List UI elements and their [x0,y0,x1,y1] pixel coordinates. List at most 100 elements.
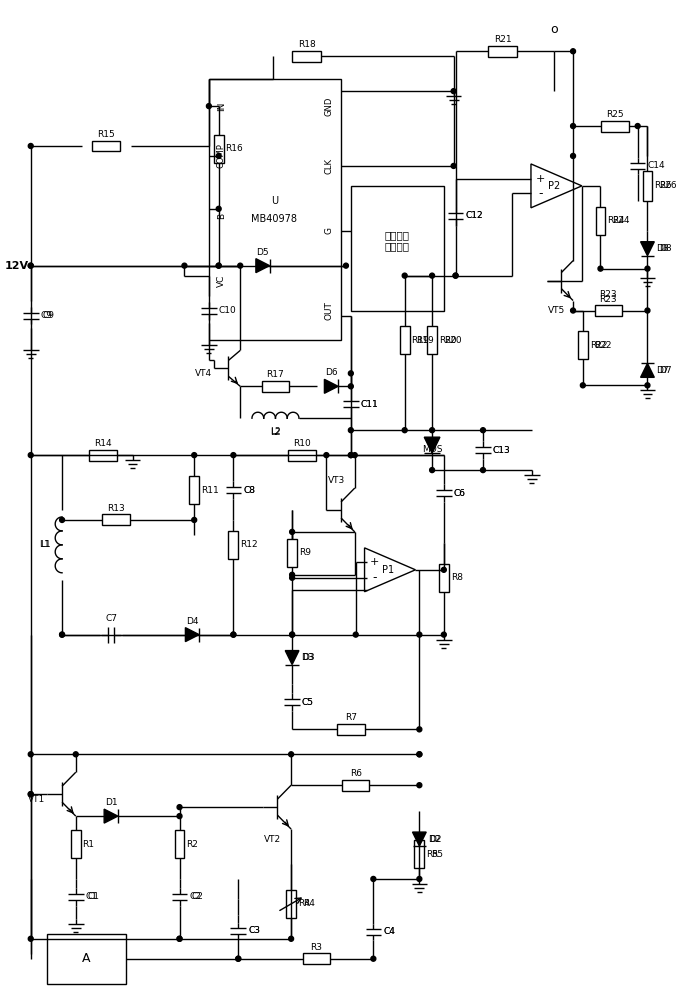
Circle shape [352,453,357,458]
Text: R24: R24 [612,216,630,225]
Text: R25: R25 [606,110,624,119]
Text: R23: R23 [599,290,617,299]
Text: R26: R26 [654,181,672,190]
Circle shape [290,575,294,580]
Bar [488,46,517,57]
Circle shape [480,428,486,433]
Polygon shape [641,363,654,377]
Text: R10: R10 [293,439,311,448]
Bar [292,51,321,62]
Polygon shape [286,651,299,665]
Text: D3: D3 [301,653,314,662]
Text: R6: R6 [350,769,362,778]
Circle shape [451,89,456,94]
Text: L2: L2 [270,427,281,436]
Circle shape [371,956,376,961]
Circle shape [417,752,422,757]
Text: -: - [372,571,376,584]
Text: R2: R2 [186,840,198,849]
Polygon shape [325,379,338,393]
Bar [175,830,184,858]
Circle shape [60,632,65,637]
Bar [287,539,297,567]
Text: C2: C2 [189,892,201,901]
Text: C9: C9 [41,311,52,320]
Circle shape [236,956,241,961]
Text: C12: C12 [465,211,483,220]
Text: C3: C3 [248,926,260,935]
Circle shape [417,727,422,732]
Text: R9: R9 [299,548,311,557]
Text: C6: C6 [453,489,466,498]
Circle shape [192,453,197,458]
Text: R5: R5 [431,850,443,859]
Circle shape [453,273,458,278]
Text: VC: VC [217,274,226,287]
Circle shape [570,153,575,158]
Circle shape [645,383,650,388]
Text: VT5: VT5 [548,306,565,315]
Bar [427,326,437,354]
Bar [261,381,289,392]
Text: VT4: VT4 [195,369,212,378]
Text: R22: R22 [594,341,612,350]
Circle shape [635,124,640,129]
Text: L1: L1 [40,540,50,549]
Text: R24: R24 [608,216,625,225]
Circle shape [348,384,354,389]
Circle shape [28,936,33,941]
Bar [439,564,449,592]
Circle shape [348,428,354,433]
Circle shape [417,632,422,637]
Circle shape [429,428,435,433]
Circle shape [192,517,197,522]
Text: D5: D5 [257,248,269,257]
Text: CLK: CLK [324,158,333,174]
Text: R13: R13 [107,504,125,513]
Text: R18: R18 [298,40,316,49]
Text: L1: L1 [41,540,52,549]
Circle shape [74,752,78,757]
Bar [400,326,409,354]
Bar [288,450,316,461]
Circle shape [581,383,585,388]
Text: C6: C6 [453,489,466,498]
Text: R14: R14 [94,439,112,448]
Circle shape [290,572,294,577]
Text: D8: D8 [656,244,669,253]
Bar [643,171,652,201]
Bar [228,531,238,559]
Text: R8: R8 [451,573,463,582]
Circle shape [417,783,422,788]
Text: C13: C13 [493,446,510,455]
Circle shape [60,632,65,637]
Bar [594,305,622,316]
Text: VT2: VT2 [264,835,281,844]
Text: 12V: 12V [5,261,29,271]
Text: IN: IN [217,101,226,111]
Circle shape [402,273,407,278]
Circle shape [348,453,354,458]
Text: C8: C8 [243,486,255,495]
Circle shape [417,876,422,881]
Text: P2: P2 [548,181,561,191]
Circle shape [417,752,422,757]
Text: R19: R19 [416,336,434,345]
Circle shape [354,632,358,637]
Text: A: A [83,952,91,965]
Circle shape [289,936,294,941]
Text: C8: C8 [243,486,255,495]
Circle shape [598,266,603,271]
Circle shape [236,956,241,961]
Circle shape [28,792,33,797]
Bar [303,953,330,964]
Text: D8: D8 [659,244,671,253]
Circle shape [570,308,575,313]
Circle shape [348,453,354,458]
Circle shape [28,143,33,148]
Text: C2: C2 [191,892,203,901]
Text: VT3: VT3 [327,476,345,485]
Bar [92,141,120,151]
Circle shape [290,632,294,637]
Text: C1: C1 [87,892,100,901]
